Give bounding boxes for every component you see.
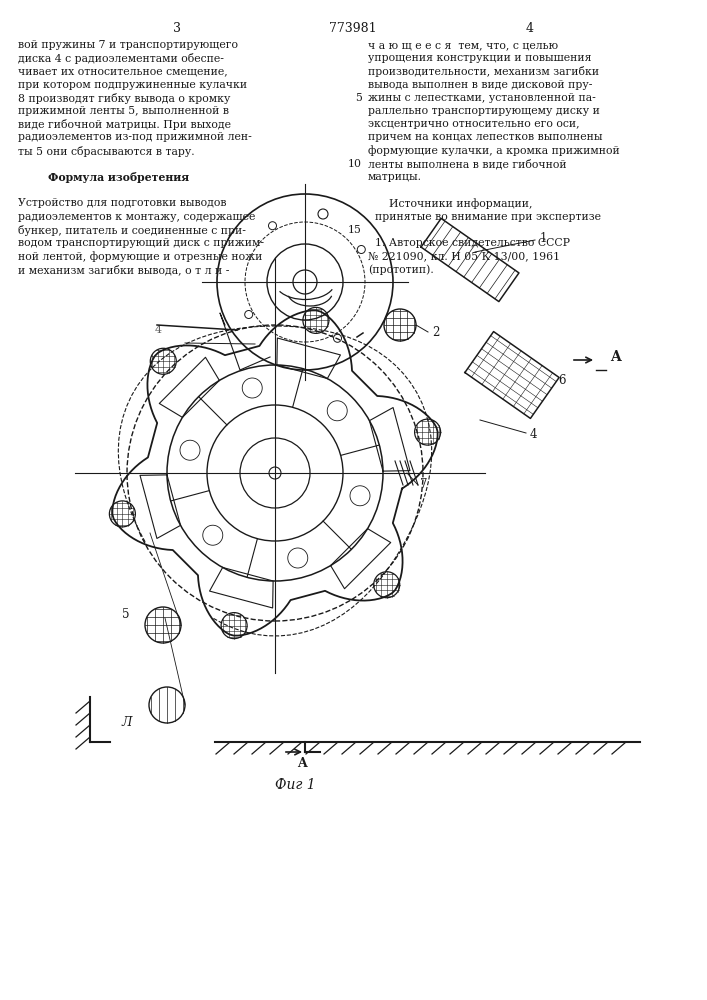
Text: 773981: 773981	[329, 22, 377, 35]
Text: 8 производят гибку вывода о кромку: 8 производят гибку вывода о кромку	[18, 93, 230, 104]
Text: 4: 4	[155, 325, 162, 335]
Text: 5: 5	[355, 93, 362, 103]
Text: 6: 6	[558, 373, 566, 386]
Text: радиоэлементов к монтажу, содержащее: радиоэлементов к монтажу, содержащее	[18, 212, 255, 222]
Text: 7: 7	[420, 479, 428, 491]
Text: принятые во внимание при экспертизе: принятые во внимание при экспертизе	[368, 212, 601, 222]
Text: водом транспортирующий диск с прижим-: водом транспортирующий диск с прижим-	[18, 238, 264, 248]
Text: Формула изобретения: Формула изобретения	[18, 172, 189, 183]
Text: Л: Л	[122, 716, 132, 728]
Text: ч а ю щ е е с я  тем, что, с целью: ч а ю щ е е с я тем, что, с целью	[368, 40, 558, 50]
Text: раллельно транспортирующему диску и: раллельно транспортирующему диску и	[368, 106, 600, 116]
Text: 1. Авторское свидетельство СССР: 1. Авторское свидетельство СССР	[368, 238, 570, 248]
Text: и механизм загибки вывода, о т л и -: и механизм загибки вывода, о т л и -	[18, 264, 229, 275]
Text: ной лентой, формующие и отрезные ножи: ной лентой, формующие и отрезные ножи	[18, 251, 262, 262]
Text: 4: 4	[526, 22, 534, 35]
Text: матрицы.: матрицы.	[368, 172, 422, 182]
Text: причем на концах лепестков выполнены: причем на концах лепестков выполнены	[368, 132, 602, 142]
Text: Фиг 1: Фиг 1	[275, 778, 315, 792]
Text: упрощения конструкции и повышения: упрощения конструкции и повышения	[368, 53, 592, 63]
Text: формующие кулачки, а кромка прижимной: формующие кулачки, а кромка прижимной	[368, 146, 620, 156]
Text: 1: 1	[540, 232, 547, 244]
Text: диска 4 с радиоэлементами обеспе-: диска 4 с радиоэлементами обеспе-	[18, 53, 224, 64]
Text: (прототип).: (прототип).	[368, 264, 434, 275]
Text: эксцентрично относительно его оси,: эксцентрично относительно его оси,	[368, 119, 580, 129]
Text: A: A	[297, 757, 307, 770]
Text: 4: 4	[530, 428, 537, 442]
Text: 2: 2	[432, 326, 439, 338]
Text: производительности, механизм загибки: производительности, механизм загибки	[368, 66, 599, 77]
Text: 15: 15	[348, 225, 362, 235]
Text: бункер, питатель и соединенные с при-: бункер, питатель и соединенные с при-	[18, 225, 246, 236]
Text: виде гибочной матрицы. При выходе: виде гибочной матрицы. При выходе	[18, 119, 231, 130]
Text: 10: 10	[348, 159, 362, 169]
Text: жины с лепестками, установленной па-: жины с лепестками, установленной па-	[368, 93, 596, 103]
Text: ты 5 они сбрасываются в тару.: ты 5 они сбрасываются в тару.	[18, 146, 194, 157]
Text: 3: 3	[173, 22, 181, 35]
Text: A: A	[610, 350, 621, 364]
Text: вывода выполнен в виде дисковой пру-: вывода выполнен в виде дисковой пру-	[368, 80, 592, 90]
Text: при котором подпружиненные кулачки: при котором подпружиненные кулачки	[18, 80, 247, 90]
Text: чивает их относительное смещение,: чивает их относительное смещение,	[18, 66, 228, 76]
Text: № 221090, кл. Н 05 К 13/00, 1961: № 221090, кл. Н 05 К 13/00, 1961	[368, 251, 560, 261]
Text: ленты выполнена в виде гибочной: ленты выполнена в виде гибочной	[368, 159, 566, 169]
Text: радиоэлементов из-под прижимной лен-: радиоэлементов из-под прижимной лен-	[18, 132, 252, 142]
Text: Источники информации,: Источники информации,	[368, 198, 532, 209]
Text: 5: 5	[122, 608, 130, 621]
Text: Устройство для подготовки выводов: Устройство для подготовки выводов	[18, 198, 226, 208]
Text: вой пружины 7 и транспортирующего: вой пружины 7 и транспортирующего	[18, 40, 238, 50]
Text: прижимной ленты 5, выполненной в: прижимной ленты 5, выполненной в	[18, 106, 229, 116]
